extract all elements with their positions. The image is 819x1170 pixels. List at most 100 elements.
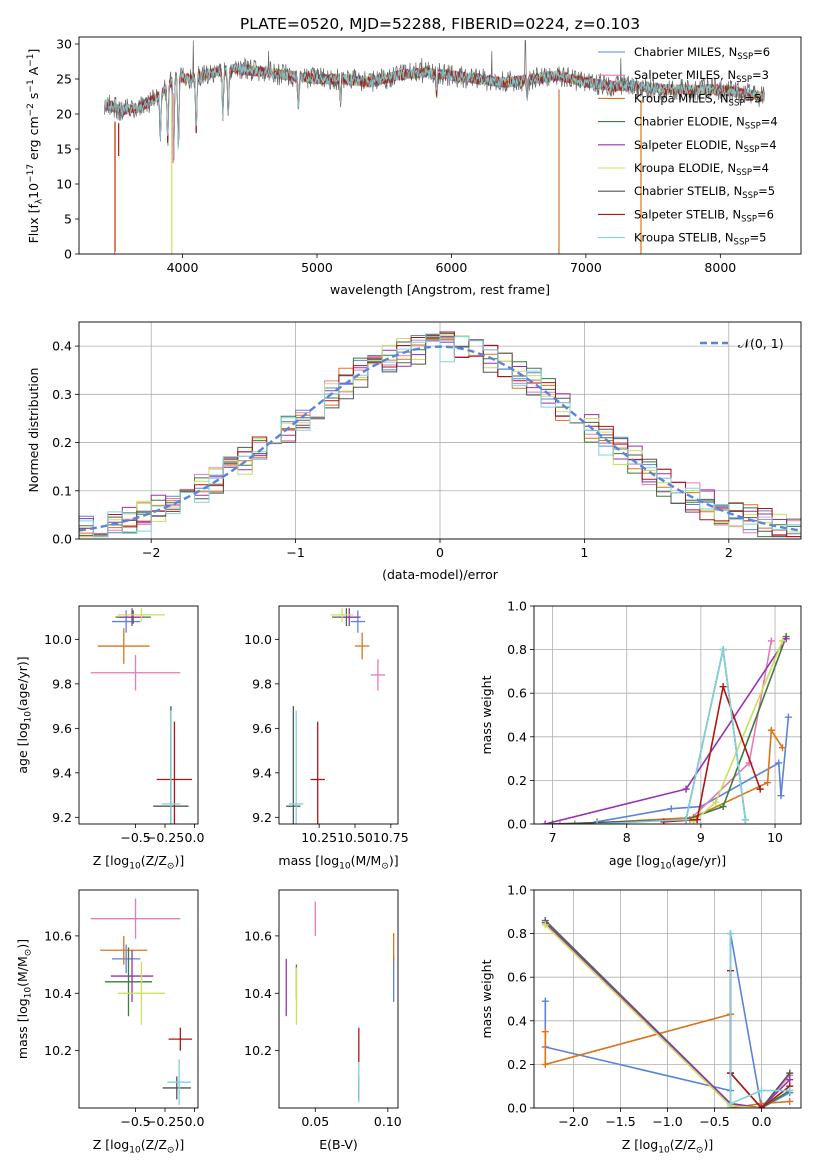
y-tick-label: 0 <box>64 247 72 262</box>
axes-frame <box>78 605 199 825</box>
legend-text: Kroupa STELIB, N <box>634 231 734 245</box>
y-axis-label: mass weight <box>479 959 494 1038</box>
y-tick-label: 1.0 <box>507 883 527 898</box>
y-axis-label-part: A <box>26 66 41 79</box>
axes-frame <box>78 36 802 255</box>
y-tick-label: 15 <box>56 142 72 157</box>
weight-marker-kroupa_miles <box>767 726 775 734</box>
y-axis-label-part: −2 <box>26 103 36 116</box>
y-tick-label: 0.4 <box>507 1013 527 1028</box>
y-tick-label: 10.6 <box>244 928 272 943</box>
x-tick-label: 8 <box>623 830 631 845</box>
weight-marker-kroupa_miles <box>571 820 579 824</box>
weight-marker-kroupa_elodie <box>712 798 720 806</box>
y-axis-label-part: s <box>26 93 41 104</box>
x-tick-label: 7000 <box>570 260 602 275</box>
weight-marker-salpeter_miles <box>556 820 564 824</box>
weight-line-kroupa_elodie <box>692 640 784 823</box>
y-axis-label-part: 10 <box>24 987 34 999</box>
y-tick-label: 0.3 <box>52 387 72 402</box>
weight-marker-salpeter_elodie <box>682 785 690 793</box>
legend-subscript: SSP <box>741 214 757 224</box>
legend-text: Kroupa MILES, N <box>634 91 729 105</box>
y-axis-label-part: mass [log <box>15 998 30 1059</box>
y-tick-label: 25 <box>56 72 72 87</box>
weight-marker-kroupa_miles <box>541 1028 549 1036</box>
x-tick-label: 0 <box>436 545 444 560</box>
legend-subscript: SSP <box>737 52 753 62</box>
x-tick-label: 4000 <box>167 260 199 275</box>
mass-weight-vs-metallicity-panel: −2.0 −1.5 −1.0 −0.5 0.0 0.0 0.2 0.4 0.6 0.8 1.0 Z [… <box>479 883 802 1156</box>
x-tick-label: 7 <box>549 830 557 845</box>
weight-lines <box>541 633 792 824</box>
spectrum-line-kroupa_stelib <box>104 63 765 159</box>
weight-line-salpeter_stelib <box>729 970 791 1108</box>
weight-line-kroupa_stelib <box>596 649 747 824</box>
legend-value: =6 <box>757 207 774 221</box>
weight-marker-chabrier_stelib <box>549 820 557 824</box>
y-tick-label: 10.4 <box>44 986 72 1001</box>
mass-vs-ebv-panel: 0.05 0.10 10.2 10.4 10.6 E(B-V) <box>244 889 402 1152</box>
weight-line-salpeter_stelib <box>663 683 761 823</box>
x-axis-label-part: age [log <box>609 853 660 868</box>
y-axis-label-part: Flux [f <box>26 204 41 244</box>
legend-entry: Kroupa MILES, NSSP=5 <box>634 91 761 108</box>
y-tick-label: 0.1 <box>52 483 72 498</box>
y-tick-label: 0.0 <box>507 817 527 832</box>
weight-marker-kroupa_stelib <box>741 816 749 824</box>
x-axis-label-part: )] <box>174 853 184 868</box>
weight-marker-kroupa_stelib <box>593 820 601 824</box>
legend-subscript: SSP <box>745 122 761 132</box>
y-axis-label: Normed distribution <box>26 368 41 493</box>
x-tick-label: −0.25 <box>146 1114 184 1129</box>
x-tick-label: 1 <box>580 545 588 560</box>
legend-subscript: SSP <box>736 168 752 178</box>
legend-subscript: SSP <box>744 145 760 155</box>
legend-text: Salpeter MILES, N <box>634 68 736 82</box>
weight-marker-chabrier_elodie <box>719 803 727 811</box>
y-tick-label: 0.6 <box>507 970 527 985</box>
x-axis-label: mass [log10(M/M⊙)] <box>278 853 398 872</box>
legend-value: =5 <box>749 231 766 245</box>
y-axis-label: mass [log10(M/M⊙)] <box>15 939 34 1059</box>
y-tick-label: 10 <box>56 177 72 192</box>
x-tick-label: 0.0 <box>752 1114 772 1129</box>
y-tick-label: 10.0 <box>244 632 272 647</box>
x-tick-label: −0.5 <box>120 830 150 845</box>
weight-marker-salpeter_stelib <box>719 683 727 691</box>
x-tick-label: 10.50 <box>337 830 373 845</box>
weight-marker-kroupa_miles <box>778 744 786 752</box>
legend-subscript: SSP <box>729 98 745 108</box>
x-tick-label: 0.0 <box>185 1114 205 1129</box>
legend-entry-gaussian: 𝒩(0, 1) <box>738 336 784 351</box>
x-axis-label: E(B-V) <box>319 1137 358 1152</box>
y-tick-label: 9.4 <box>52 765 72 780</box>
y-axis-label-part: ] <box>26 49 41 54</box>
x-axis-label-part: ⊙ <box>167 1146 175 1156</box>
gaussian-curve <box>79 345 801 532</box>
x-axis-label-part: 10 <box>660 862 672 872</box>
y-tick-label: 10.4 <box>244 986 272 1001</box>
y-axis-label: Flux [fλ10−17 erg cm−2 s−1 A−1] <box>26 49 45 244</box>
weight-marker-kroupa_stelib <box>758 1087 766 1095</box>
y-tick-label: 10.6 <box>44 928 72 943</box>
weight-marker-salpeter_miles <box>767 637 775 645</box>
y-axis-label-part: 10 <box>24 711 34 723</box>
residual-histogram-panel: −2 −1 0 1 2 0.0 0.1 0.2 0.3 0.4 𝒩(0, 1) (data-model… <box>26 321 802 582</box>
weight-marker-chabrier_stelib <box>786 1069 794 1077</box>
legend-text: Chabrier ELODIE, N <box>634 115 745 129</box>
legend-text: Salpeter ELODIE, N <box>634 138 744 152</box>
axes-frame <box>533 889 802 1109</box>
legend-entry: Salpeter STELIB, NSSP=6 <box>634 207 774 224</box>
legend-entry: Salpeter MILES, NSSP=3 <box>634 68 769 85</box>
legend-subscript: SSP <box>736 75 752 85</box>
weight-marker-chabrier_miles <box>784 713 792 721</box>
y-axis-label-part: −17 <box>26 164 36 183</box>
y-axis-label: age [log10(age/yr)] <box>15 656 34 773</box>
weight-marker-chabrier_miles <box>541 997 549 1005</box>
x-axis-label-part: (Z/Z <box>141 1137 167 1152</box>
legend-value: =5 <box>744 91 761 105</box>
age-vs-metallicity-panel: −0.5−0.25 0.09.29.49.69.810.0Z [log10(Z/Z… <box>15 605 204 872</box>
x-tick-label: 0.05 <box>301 1114 329 1129</box>
